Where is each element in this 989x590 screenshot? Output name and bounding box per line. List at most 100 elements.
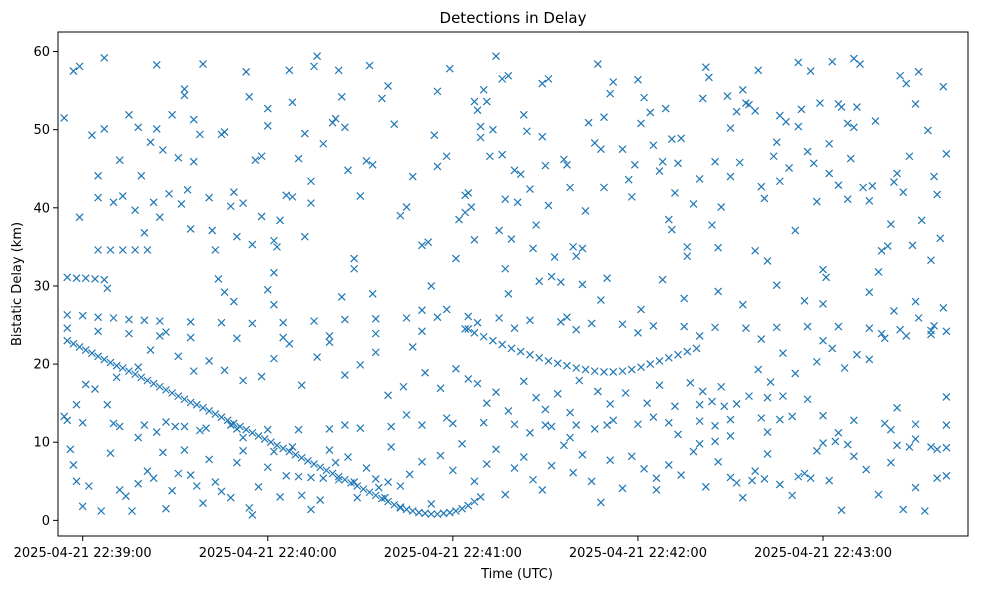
- data-point: [606, 400, 615, 408]
- data-point: [266, 438, 275, 447]
- data-point: [775, 177, 784, 186]
- data-point: [192, 482, 201, 490]
- data-point: [538, 132, 547, 141]
- data-point: [362, 464, 371, 472]
- data-point: [100, 53, 109, 62]
- data-point: [106, 246, 115, 254]
- data-point: [146, 138, 155, 147]
- data-point: [751, 246, 760, 255]
- data-point: [458, 504, 467, 513]
- data-point: [470, 235, 479, 244]
- data-point: [69, 339, 78, 348]
- data-point: [325, 338, 334, 347]
- data-point: [927, 256, 935, 265]
- data-point: [498, 150, 507, 159]
- data-point: [88, 131, 96, 140]
- data-point: [664, 353, 673, 362]
- data-point: [865, 324, 874, 333]
- data-point: [285, 339, 294, 348]
- data-point: [313, 353, 322, 361]
- data-point: [522, 127, 531, 136]
- data-point: [754, 66, 763, 75]
- data-point: [510, 464, 519, 472]
- data-point: [192, 400, 201, 409]
- data-point: [831, 437, 840, 446]
- data-point: [106, 449, 115, 458]
- data-point: [535, 353, 544, 362]
- data-point: [559, 155, 568, 164]
- data-point: [634, 75, 642, 84]
- data-point: [738, 300, 747, 309]
- data-point: [199, 60, 207, 68]
- data-point: [680, 322, 689, 331]
- data-point: [337, 92, 346, 101]
- data-point: [260, 435, 269, 444]
- data-point: [186, 317, 195, 326]
- y-axis-label: Bistatic Delay (km): [10, 222, 25, 346]
- data-point: [69, 460, 78, 469]
- data-point: [430, 131, 439, 140]
- data-point: [464, 375, 473, 383]
- data-point: [510, 166, 519, 175]
- data-point: [516, 170, 525, 179]
- data-point: [507, 235, 516, 243]
- data-point: [254, 432, 263, 440]
- data-point: [942, 327, 951, 336]
- data-point: [584, 118, 593, 127]
- data-point: [627, 192, 636, 201]
- data-point: [930, 172, 938, 181]
- data-point: [362, 157, 371, 165]
- data-point: [94, 352, 103, 361]
- data-point: [890, 178, 898, 186]
- data-point: [186, 333, 195, 342]
- data-point: [300, 232, 309, 241]
- data-point: [877, 246, 886, 255]
- data-point: [97, 507, 106, 515]
- data-point: [516, 347, 525, 356]
- data-point: [683, 347, 692, 356]
- x-axis-ticks: 2025-04-21 22:39:00 2025-04-21 22:40:00 20…: [14, 536, 892, 561]
- data-point: [226, 493, 235, 502]
- data-point: [158, 146, 167, 154]
- data-point: [445, 508, 454, 517]
- data-point: [741, 324, 750, 333]
- data-point: [189, 157, 198, 166]
- data-point: [168, 110, 177, 119]
- data-point: [482, 97, 491, 106]
- data-point: [319, 474, 328, 483]
- data-point: [572, 364, 581, 372]
- data-point: [377, 94, 386, 103]
- data-point: [652, 485, 661, 494]
- data-point: [109, 314, 118, 322]
- data-point: [470, 477, 479, 486]
- data-point: [763, 428, 772, 436]
- data-point: [482, 399, 491, 408]
- data-point: [63, 324, 72, 333]
- data-point: [248, 319, 257, 328]
- data-point: [88, 349, 96, 358]
- data-point: [72, 400, 81, 409]
- data-point: [526, 350, 534, 359]
- data-point: [513, 198, 522, 207]
- data-point: [596, 498, 605, 507]
- data-point: [911, 483, 920, 492]
- data-point: [476, 133, 485, 142]
- data-point: [760, 194, 769, 203]
- data-point: [726, 172, 735, 181]
- data-point: [325, 425, 334, 433]
- data-point: [708, 221, 716, 229]
- data-point: [288, 192, 297, 201]
- data-point: [473, 318, 482, 327]
- data-point: [143, 376, 152, 385]
- data-point: [350, 478, 359, 487]
- data-point: [464, 325, 473, 333]
- data-point: [640, 93, 649, 102]
- data-point: [550, 253, 559, 261]
- data-point: [279, 444, 288, 453]
- data-point: [556, 278, 565, 286]
- data-point: [732, 107, 741, 116]
- data-point: [566, 183, 574, 192]
- data-point: [683, 242, 692, 251]
- data-point: [131, 206, 140, 215]
- data-point: [371, 348, 380, 357]
